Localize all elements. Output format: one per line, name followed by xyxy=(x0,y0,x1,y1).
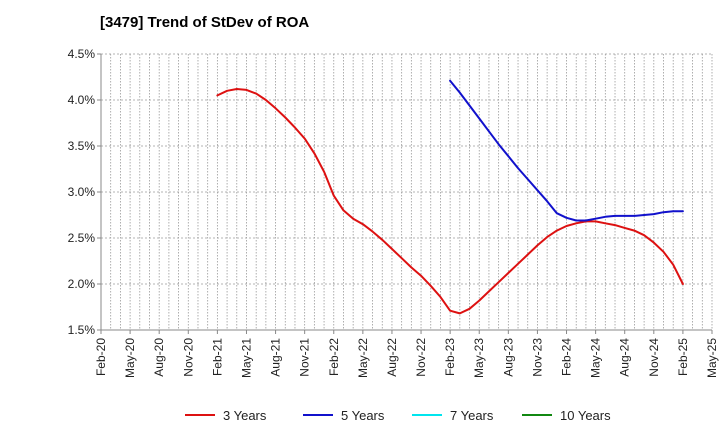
x-tick-label: Feb-24 xyxy=(560,338,574,376)
x-tick-label: Feb-25 xyxy=(676,338,690,376)
y-tick-label: 2.5% xyxy=(68,231,96,245)
x-tick-label: Nov-23 xyxy=(530,338,544,377)
x-tick-label: Feb-21 xyxy=(210,338,224,376)
horizontal-grid xyxy=(101,53,712,285)
legend-label: 10 Years xyxy=(560,408,611,423)
x-tick-label: Aug-21 xyxy=(269,338,283,377)
x-tick-label: May-21 xyxy=(239,338,253,378)
x-tick-label: Nov-21 xyxy=(298,338,312,377)
x-tick-label: May-20 xyxy=(123,338,137,378)
x-tick-label: May-23 xyxy=(472,338,486,378)
y-axis-ticks: 1.5% 2.0% 2.5% 3.0% 3.5% 4.0% 4.5% xyxy=(68,47,101,337)
x-tick-label: May-25 xyxy=(705,338,719,378)
x-tick-label: Aug-20 xyxy=(152,338,166,377)
x-tick-label: May-22 xyxy=(356,338,370,378)
y-tick-label: 2.0% xyxy=(68,277,96,291)
y-tick-label: 3.0% xyxy=(68,185,96,199)
legend: 3 Years 5 Years 7 Years 10 Years xyxy=(185,408,611,423)
y-tick-label: 1.5% xyxy=(68,323,96,337)
series-line-5-years xyxy=(449,79,684,222)
legend-label: 7 Years xyxy=(450,408,494,423)
legend-label: 5 Years xyxy=(341,408,385,423)
series-line-3-years xyxy=(216,88,684,315)
x-tick-label: Nov-22 xyxy=(414,338,428,377)
y-tick-label: 4.0% xyxy=(68,93,96,107)
y-tick-label: 3.5% xyxy=(68,139,96,153)
series-lines xyxy=(216,79,684,315)
x-tick-label: Feb-20 xyxy=(94,338,108,376)
x-tick-label: Nov-24 xyxy=(647,338,661,377)
x-tick-label: Feb-22 xyxy=(327,338,341,376)
chart-title: [3479] Trend of StDev of ROA xyxy=(100,14,309,31)
x-tick-label: Nov-20 xyxy=(181,338,195,377)
legend-label: 3 Years xyxy=(223,408,267,423)
x-tick-label: Feb-23 xyxy=(443,338,457,376)
x-tick-label: Aug-23 xyxy=(501,338,515,377)
y-tick-label: 4.5% xyxy=(68,47,96,61)
x-axis-ticks: Feb-20 May-20 Aug-20 Nov-20 Feb-21 May-21 Aug-… xyxy=(94,330,719,378)
x-tick-label: May-24 xyxy=(589,338,603,378)
x-tick-label: Aug-24 xyxy=(618,338,632,377)
x-tick-label: Aug-22 xyxy=(385,338,399,377)
